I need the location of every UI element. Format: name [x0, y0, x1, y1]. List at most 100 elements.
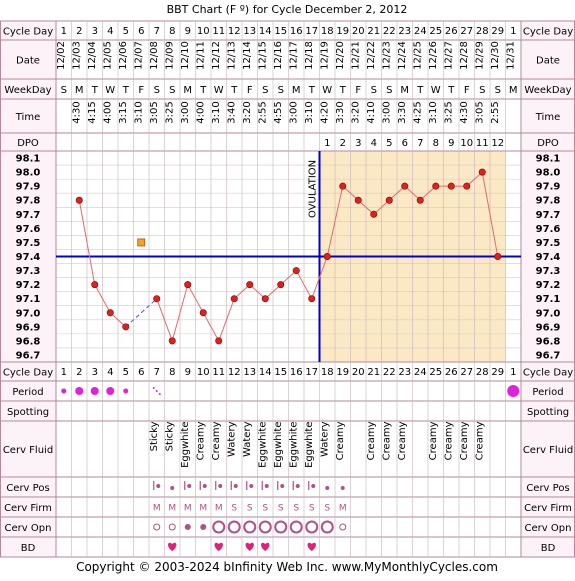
cycle-day-cell: 23 [398, 26, 411, 37]
cerv-fluid-cell: Watery [242, 421, 253, 457]
time-cell: 3:20 [242, 101, 253, 123]
cerv-fluid-cell: Watery [226, 421, 237, 457]
weekday-cell: T [230, 85, 238, 96]
temp-point [354, 196, 362, 204]
cycle-day-cell: 22 [383, 26, 396, 37]
cycle-day-cell: 19 [336, 26, 349, 37]
temp-segment [481, 172, 499, 257]
y-tick-left: 98.1 [16, 154, 41, 165]
cycle-day-cell-bottom: 20 [352, 367, 365, 378]
time-cell: 2:55 [490, 101, 501, 123]
weekday-cell: S [262, 85, 268, 96]
y-tick-right: 98.0 [536, 168, 561, 179]
y-tick-right: 97.9 [536, 182, 561, 193]
cerv-pos-mark [218, 484, 223, 488]
cerv-opn-mark [168, 523, 176, 531]
weekday-cell: S [278, 85, 284, 96]
cycle-day-cell: 1 [61, 26, 67, 37]
dpo-label-left: DPO [17, 138, 39, 149]
temp-point [370, 210, 378, 218]
temp-segment [78, 200, 96, 285]
cerv-pos-mark [249, 484, 254, 488]
cycle-day-cell: 5 [123, 26, 129, 37]
date-cell: 12/08 [149, 41, 160, 70]
time-cell: 3:30 [335, 101, 346, 123]
time-cell: 3:25 [164, 101, 175, 123]
time-cell: 3:40 [226, 101, 237, 123]
temp-point [447, 182, 455, 190]
time-cell: 3:10 [428, 101, 439, 123]
date-label-left: Date [16, 56, 40, 67]
cycle-day-cell: 28 [476, 26, 489, 37]
bd-heart-icon [168, 542, 177, 551]
cycle-day-cell-bottom: 11 [212, 367, 225, 378]
date-cell: 12/31 [505, 41, 516, 70]
dpo-cell: 1 [324, 138, 330, 149]
y-tick-left: 97.9 [16, 182, 41, 193]
cerv-fluid-cell: Eggwhite [180, 422, 191, 468]
weekday-cell: W [214, 85, 224, 96]
date-cell: 12/07 [133, 41, 144, 70]
cycle-day-cell-bottom: 4 [107, 367, 113, 378]
temp-point [339, 182, 347, 190]
cerv-pos-mark [280, 484, 285, 488]
temp-point [261, 295, 269, 303]
weekday-cell: S [371, 85, 377, 96]
cerv-fluid-cell: Eggwhite [273, 422, 284, 468]
cerv-firm-cell: S [278, 504, 284, 514]
y-tick-right: 97.5 [536, 238, 561, 249]
date-cell: 12/10 [180, 41, 191, 70]
weekday-cell: F [355, 85, 361, 96]
date-cell: 12/12 [211, 41, 222, 70]
cycle-day-cell: 29 [491, 26, 504, 37]
y-tick-left: 97.4 [16, 252, 41, 263]
weekday-cell: T [308, 85, 316, 96]
cycle-day-cell-bottom: 23 [398, 367, 411, 378]
cerv-opn-label-right: Cerv Opn [525, 523, 572, 534]
cerv-firm-cell: S [324, 504, 330, 514]
cerv-firm-cell: M [199, 504, 207, 514]
date-cell: 12/06 [118, 41, 129, 70]
y-tick-right: 96.8 [536, 336, 561, 347]
temp-point [277, 281, 285, 289]
date-cell: 12/03 [71, 41, 82, 70]
time-cell: 4:55 [273, 101, 284, 123]
temp-point [184, 281, 192, 289]
y-tick-left: 97.1 [16, 294, 41, 305]
temp-point [168, 337, 176, 345]
date-cell: 12/02 [56, 41, 67, 70]
time-cell: 2:55 [257, 101, 268, 123]
time-cell: 3:00 [381, 101, 392, 123]
weekday-label-right: WeekDay [524, 85, 571, 96]
cycle-day-cell-bottom: 25 [429, 367, 442, 378]
cerv-opn-mark [227, 520, 241, 534]
date-cell: 12/28 [459, 41, 470, 70]
cerv-pos-label-left: Cerv Pos [6, 483, 49, 494]
spotting-label-right: Spotting [527, 407, 569, 418]
y-tick-left: 96.8 [16, 336, 41, 347]
date-cell: 12/22 [366, 41, 377, 70]
cerv-pos-mark [325, 486, 330, 490]
cerv-opn-mark [153, 523, 161, 531]
temp-point [385, 196, 393, 204]
weekday-cell: M [183, 85, 192, 96]
cycle-day-cell-bottom: 3 [92, 367, 98, 378]
cycle-day-cell-bottom: 28 [476, 367, 489, 378]
weekday-cell: F [138, 85, 144, 96]
cycle-day-cell: 11 [212, 26, 225, 37]
cycle-day-cell-bottom: 13 [243, 367, 256, 378]
bd-heart-icon [261, 542, 270, 551]
cerv-firm-label-left: Cerv Firm [4, 503, 52, 514]
cycle-day-cell-bottom: 18 [321, 367, 334, 378]
time-cell: 3:10 [211, 101, 222, 123]
temp-point [432, 182, 440, 190]
cerv-opn-mark [243, 520, 257, 534]
weekday-cell: W [431, 85, 441, 96]
weekday-cell: M [509, 85, 518, 96]
cerv-fluid-cell: Eggwhite [304, 422, 315, 468]
temp-point [91, 281, 99, 289]
period-mark [158, 393, 161, 395]
y-tick-right: 98.1 [536, 154, 561, 165]
period-mark [507, 385, 520, 397]
